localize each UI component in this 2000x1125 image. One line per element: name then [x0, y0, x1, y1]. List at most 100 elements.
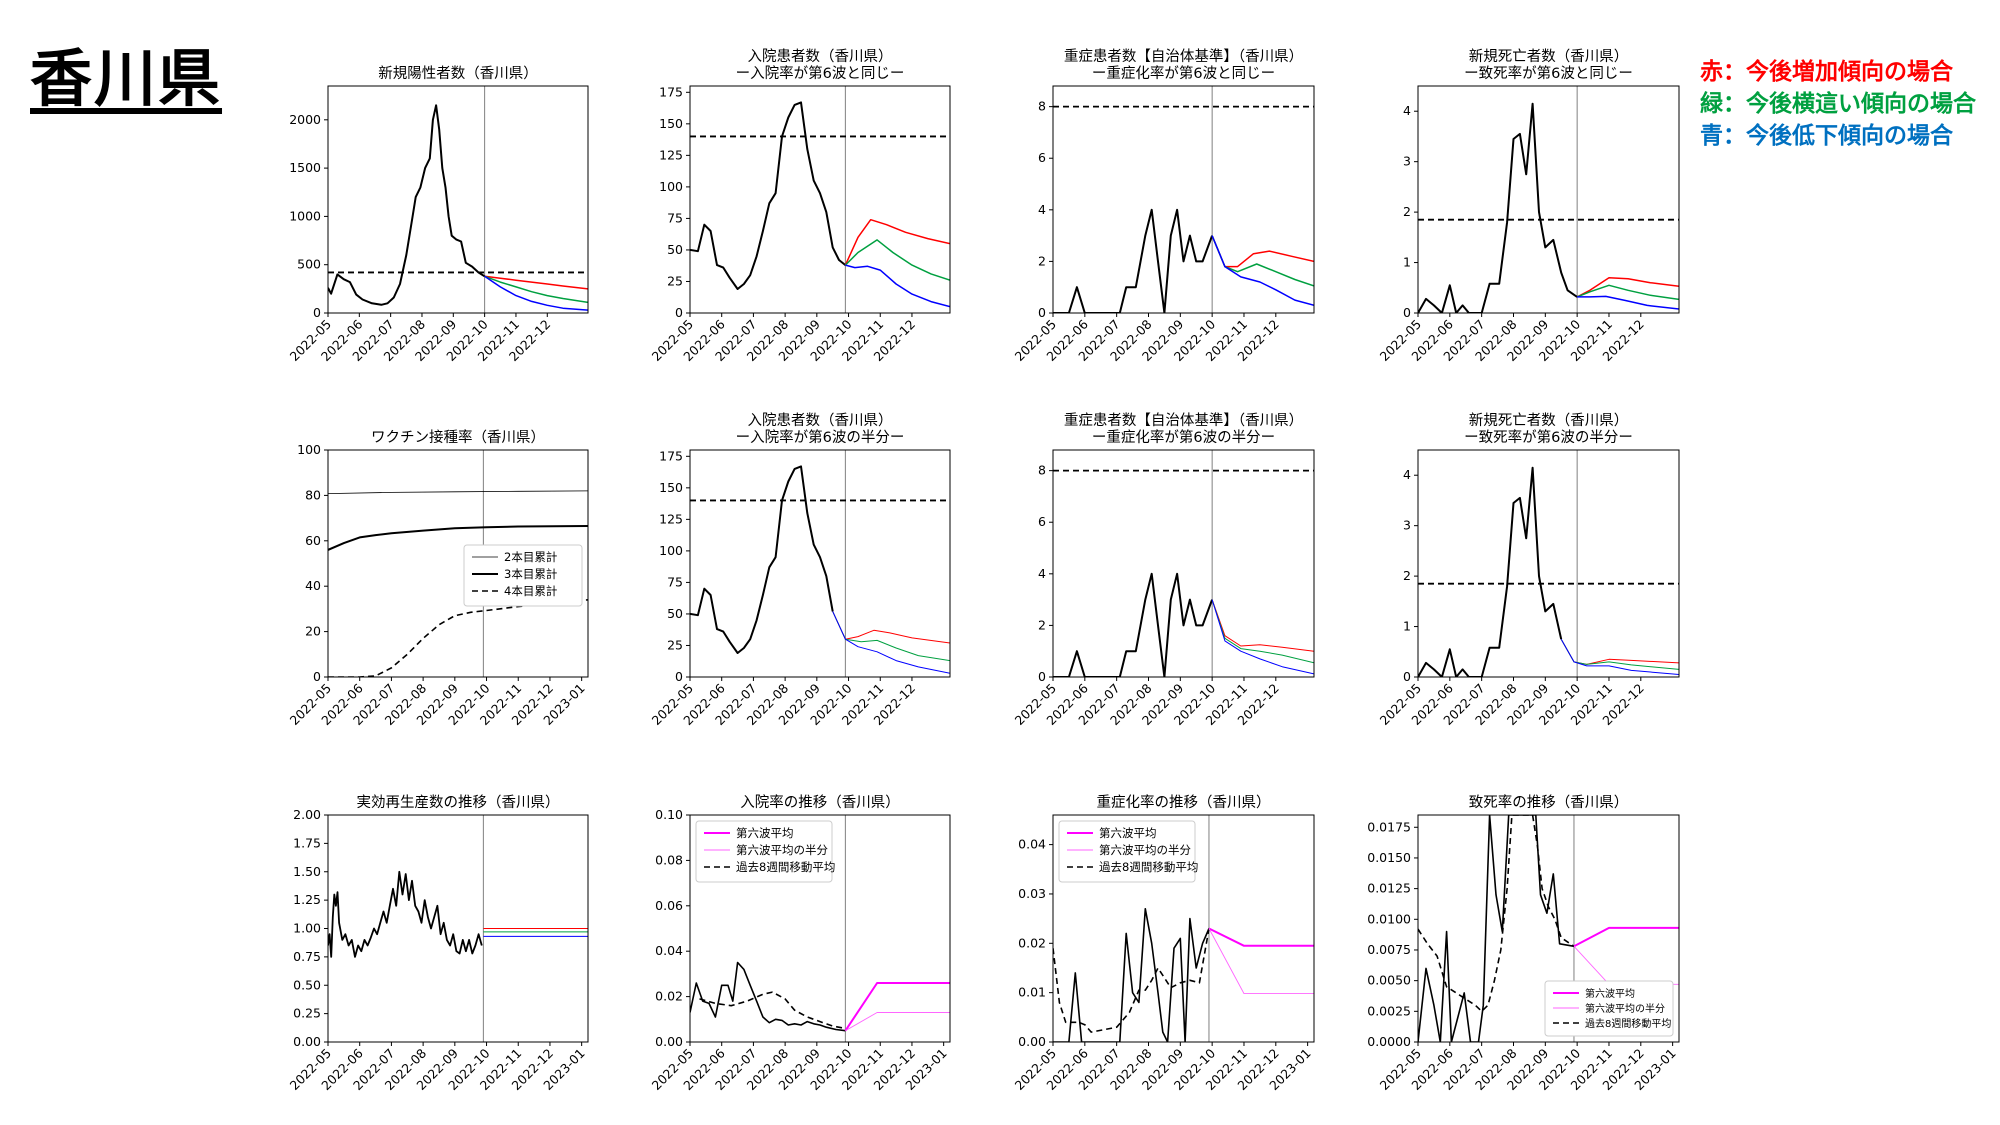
series-line: [1418, 815, 1575, 1042]
series-line: [328, 599, 588, 677]
series-line: [690, 465, 834, 654]
chart-title: 重症患者数【自治体基準】（香川県）: [1064, 48, 1303, 65]
series-line: [1560, 638, 1679, 665]
series-line: [328, 104, 486, 306]
chart-title: 新規死亡者数（香川県）: [1469, 48, 1629, 65]
chart-vaccination: ワクチン接種率（香川県）0204060801002022-052022-0620…: [287, 429, 589, 728]
legend-label: 3本目累計: [504, 567, 557, 581]
y-tick-label: 25: [667, 273, 683, 288]
y-tick-label: 40: [305, 578, 321, 593]
y-tick-label: 0.50: [293, 977, 321, 992]
series-line: [328, 525, 588, 551]
series-line: [844, 239, 950, 281]
chart-title: ー入院率が第6波と同じー: [736, 64, 905, 82]
chart-title: ワクチン接種率（香川県）: [371, 429, 545, 446]
y-tick-label: 1: [1403, 255, 1411, 270]
series-line: [1577, 295, 1679, 310]
y-tick-label: 150: [659, 480, 683, 495]
chart-title: 新規死亡者数（香川県）: [1469, 412, 1629, 429]
series-line: [484, 275, 588, 311]
chart-title: 入院率の推移（香川県）: [740, 794, 900, 811]
y-tick-label: 0: [1403, 669, 1411, 684]
legend-label: 第六波平均の半分: [736, 843, 828, 857]
scenario-legend: 赤：今後増加傾向の場合 緑：今後横這い傾向の場合 青：今後低下傾向の場合: [1700, 56, 1976, 152]
series-line: [844, 218, 950, 266]
y-tick-label: 1.50: [293, 864, 321, 879]
series-line: [1573, 926, 1679, 948]
y-tick-label: 2: [1038, 617, 1046, 632]
chart-inpatients-same: 入院患者数（香川県）ー入院率が第6波と同じー 0 25 50 75 100 125 150 17…: [649, 48, 951, 364]
series-line: [1576, 276, 1679, 298]
y-tick-label: 0.06: [655, 898, 683, 913]
plot-area: [690, 815, 950, 1042]
y-tick-label: 0.0175: [1367, 819, 1411, 834]
series-line: [1211, 599, 1314, 664]
y-tick-label: 175: [659, 448, 683, 463]
plot-frame: [1052, 85, 1315, 314]
y-tick-label: 2: [1403, 204, 1411, 219]
y-tick-label: 6: [1038, 514, 1046, 529]
y-tick-label: 0.08: [655, 852, 683, 867]
series-line: [699, 991, 846, 1030]
y-tick-label: 75: [667, 574, 683, 589]
y-tick-label: 0: [675, 305, 683, 320]
y-tick-label: 0.0050: [1367, 973, 1411, 988]
y-tick-label: 2: [1403, 568, 1411, 583]
y-tick-label: 0.02: [655, 989, 683, 1004]
series-line: [845, 1012, 950, 1032]
series-line: [832, 611, 950, 674]
series-line: [1208, 928, 1314, 995]
chart-deaths-same: 新規死亡者数（香川県）ー致死率が第6波と同じー012342022-052022-…: [1377, 48, 1680, 364]
series-line: [1573, 945, 1679, 985]
y-tick-label: 1.25: [293, 892, 321, 907]
series-line: [1053, 928, 1210, 1033]
chart-title: ー致死率が第6波と同じー: [1464, 64, 1633, 82]
chart-severe-same: 重症患者数【自治体基準】（香川県）ー重症化率が第6波と同じー024682022-…: [1012, 48, 1315, 364]
chart-title: 入院患者数（香川県）: [748, 48, 893, 65]
series-line: [1211, 599, 1314, 675]
y-tick-label: 0.0000: [1367, 1034, 1411, 1049]
y-tick-label: 100: [297, 442, 321, 457]
series-line: [328, 870, 483, 958]
y-tick-label: 2: [1038, 253, 1046, 268]
series-line: [1418, 466, 1563, 677]
series-line: [1418, 815, 1575, 1013]
y-tick-label: 80: [305, 487, 321, 502]
scenario-legend-increase: 赤：今後増加傾向の場合: [1700, 59, 1953, 85]
y-tick-label: 175: [659, 84, 683, 99]
y-tick-label: 0.04: [655, 943, 683, 958]
series-line: [690, 961, 846, 1032]
scenario-legend-decrease: 青：今後低下傾向の場合: [1700, 123, 1953, 149]
y-tick-label: 1000: [289, 208, 321, 223]
series-line: [1208, 927, 1314, 947]
series-line: [328, 490, 588, 494]
y-tick-label: 0.03: [1018, 886, 1046, 901]
y-tick-label: 50: [667, 242, 683, 257]
y-tick-label: 0.00: [1018, 1034, 1046, 1049]
plot-frame: [327, 85, 589, 314]
chart-reproduction: 実効再生産数の推移（香川県） 0.00 0.25 0.50 0.75 1.00 1.25 1.…: [287, 794, 589, 1093]
y-tick-label: 6: [1038, 150, 1046, 165]
series-line: [1211, 235, 1314, 287]
y-tick-label: 100: [659, 179, 683, 194]
series-line: [1560, 638, 1679, 670]
chart-title: ー重症化率が第6波と同じー: [1092, 64, 1275, 82]
y-tick-label: 0.10: [655, 807, 683, 822]
y-tick-label: 100: [659, 543, 683, 558]
y-tick-label: 0.0025: [1367, 1003, 1411, 1018]
y-tick-label: 125: [659, 147, 683, 162]
y-tick-label: 0.0150: [1367, 850, 1411, 865]
chart-title: 入院患者数（香川県）: [748, 412, 893, 429]
chart-title: 新規陽性者数（香川県）: [378, 65, 538, 82]
chart-title: 致死率の推移（香川県）: [1469, 794, 1629, 811]
plot-area: [1053, 450, 1314, 677]
y-tick-label: 1.75: [293, 835, 321, 850]
chart-deaths-half: 新規死亡者数（香川県）ー致死率が第6波の半分ー012342022-052022-…: [1377, 412, 1680, 728]
y-tick-label: 0: [313, 305, 321, 320]
series-line: [1053, 572, 1214, 677]
y-tick-label: 1500: [289, 160, 321, 175]
y-tick-label: 25: [667, 637, 683, 652]
